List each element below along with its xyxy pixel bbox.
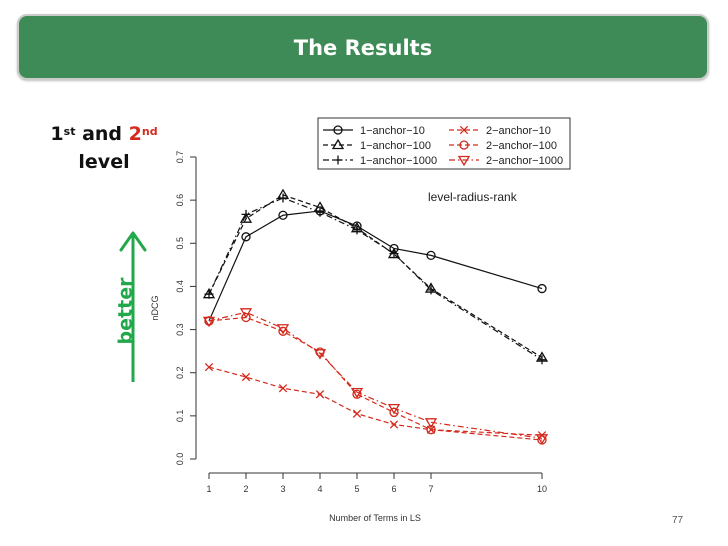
slide-number: 77 <box>672 515 684 526</box>
x-axis-label: Number of Terms in LS <box>329 513 421 523</box>
title-banner: The Results <box>17 14 709 80</box>
y-tick-label: 0.6 <box>175 194 185 207</box>
data-point <box>424 418 438 429</box>
data-point <box>278 193 288 203</box>
series-line <box>208 210 543 322</box>
data-point <box>537 355 547 365</box>
data-point <box>387 403 401 415</box>
legend-label: 2−anchor−10 <box>486 125 551 137</box>
y-tick-label: 0.3 <box>175 323 185 336</box>
level-and: and <box>75 123 129 145</box>
x-tick-label: 6 <box>391 484 396 494</box>
legend-label: 2−anchor−100 <box>486 140 557 152</box>
x-tick-label: 5 <box>354 484 359 494</box>
x-tick-label: 1 <box>206 484 211 494</box>
legend-marker <box>457 155 471 167</box>
x-tick-label: 4 <box>317 484 322 494</box>
data-point <box>315 390 325 399</box>
chart-plot-area <box>202 188 549 445</box>
series-line <box>208 194 543 359</box>
level-first: 1 <box>50 123 64 145</box>
data-point <box>278 384 288 393</box>
data-point <box>535 434 549 445</box>
legend-label: 1−anchor−100 <box>360 140 431 152</box>
legend-box <box>317 117 571 170</box>
data-point <box>352 409 362 418</box>
legend-marker <box>331 138 345 150</box>
data-point <box>426 285 436 295</box>
data-point <box>204 362 214 372</box>
y-tick-label: 0.7 <box>175 151 185 164</box>
x-tick-label: 7 <box>428 484 433 494</box>
data-point <box>426 425 436 435</box>
data-point <box>389 249 399 259</box>
series-2 <box>202 188 549 362</box>
data-point <box>239 308 253 319</box>
data-point <box>202 316 216 328</box>
data-point <box>315 207 325 217</box>
legend-marker <box>333 155 343 165</box>
data-point <box>241 312 251 323</box>
series-line <box>208 311 543 439</box>
data-point <box>350 387 364 399</box>
chart-axes: 0.0 0.1 0.2 0.3 0.4 0.5 0.6 0.7 nDCG 1 2 3 4 5 6 7 10 Num… <box>150 151 547 523</box>
better-arrow-icon <box>119 231 147 382</box>
legend-label: 1−anchor−1000 <box>360 155 437 167</box>
data-point <box>537 283 547 294</box>
legend-marker <box>459 140 469 150</box>
x-tick-label: 10 <box>537 484 547 494</box>
y-tick-label: 0.4 <box>175 280 185 293</box>
series-6 <box>202 308 549 445</box>
data-point <box>239 212 253 223</box>
data-point <box>313 349 327 360</box>
y-tick-label: 0.0 <box>175 453 185 466</box>
data-point <box>241 209 251 219</box>
x-tick-label: 2 <box>243 484 248 494</box>
y-tick-label: 0.2 <box>175 366 185 379</box>
y-tick-label: 0.5 <box>175 237 185 250</box>
data-point <box>204 289 214 299</box>
series-3 <box>204 193 547 365</box>
series-line <box>208 197 543 361</box>
y-axis-label: nDCG <box>150 295 160 320</box>
data-point <box>241 232 251 242</box>
series-line <box>208 366 543 436</box>
data-point <box>352 225 362 235</box>
data-point <box>389 420 399 429</box>
level-heading: 1st and 2nd level <box>44 120 164 176</box>
chart-annotation: level-radius-rank <box>428 190 518 204</box>
series-4 <box>204 362 547 440</box>
level-second-sup: nd <box>141 125 158 138</box>
level-first-sup: st <box>63 125 76 138</box>
series-line <box>208 316 543 441</box>
level-second: 2 <box>128 123 142 145</box>
data-point <box>276 324 290 335</box>
legend-marker <box>333 125 343 135</box>
chart-legend: 1−anchor−10 1−anchor−100 1−anchor−1000 2−an… <box>317 117 571 170</box>
legend-label: 2−anchor−1000 <box>486 155 563 167</box>
slide-title: The Results <box>293 36 433 60</box>
legend-marker <box>459 125 469 135</box>
data-point <box>278 210 288 220</box>
level-word: level <box>78 151 130 173</box>
legend-label: 1−anchor−10 <box>360 125 425 137</box>
x-tick-label: 3 <box>280 484 285 494</box>
series-1 <box>204 206 547 326</box>
series-5 <box>204 312 547 445</box>
data-point <box>241 372 251 382</box>
data-point <box>426 250 436 261</box>
y-tick-label: 0.1 <box>175 410 185 423</box>
